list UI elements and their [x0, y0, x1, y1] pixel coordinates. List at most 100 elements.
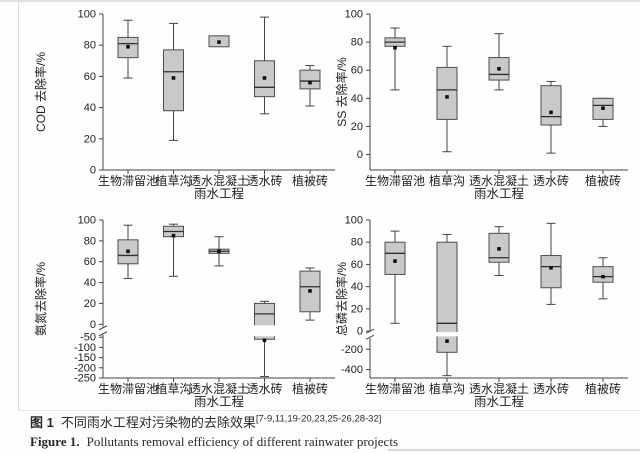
- mean-marker: [308, 80, 312, 85]
- x-tick-label: 透水砖: [246, 381, 282, 396]
- y-tick-label: 0: [90, 165, 96, 177]
- chart-nh3: 0 20 40 60 80 100 -50-100-150-200-250 氨氮去除率/% 雨水…: [33, 215, 335, 409]
- y-tick-label: 100: [78, 215, 96, 227]
- mean-marker: [497, 67, 501, 71]
- box-plot: [540, 222, 562, 305]
- x-tick-label: 生物滞留池: [365, 382, 425, 396]
- x-tick-label: 植被砖: [292, 381, 328, 396]
- box-rect: [384, 241, 406, 275]
- y-tick-label: 40: [84, 277, 96, 289]
- mean-marker: [549, 265, 553, 270]
- y-tick-label: 60: [84, 71, 96, 83]
- y-tick-label: 60: [351, 65, 363, 77]
- x-tick-label: 植草沟: [429, 381, 465, 396]
- box-rect: [540, 255, 562, 289]
- mean-marker: [217, 249, 221, 254]
- y-tick-label: -250: [74, 373, 96, 385]
- caption-zh-text: 不同雨水工程对污染物的去除效果: [60, 415, 256, 430]
- y-tick-label: 40: [84, 102, 96, 114]
- box-plot: [436, 45, 458, 153]
- y-tick-label: 20: [351, 303, 363, 315]
- mean-marker: [601, 274, 605, 279]
- figure-caption-en: Figure 1. Pollutants removal efficiency o…: [30, 434, 398, 450]
- y-tick-label: -50: [80, 332, 96, 344]
- x-tick-label: 透水混凝土: [189, 381, 249, 396]
- box-plot: [488, 226, 510, 277]
- mean-marker: [126, 249, 130, 254]
- chart-cod: 0 20 40 60 80 100 COD 去除率/% 雨水工程 生物滞留池植草沟透水混凝土透水…: [33, 9, 335, 201]
- y-tick-label: 60: [84, 256, 96, 268]
- x-axis-label: 雨水工程: [194, 186, 245, 201]
- y-tick-label: 80: [84, 235, 96, 247]
- box-plot: [435, 233, 459, 377]
- y-tick-label: -100: [74, 342, 96, 354]
- box-plot: [253, 300, 276, 378]
- box-plot: [208, 236, 230, 267]
- x-tick-label: 植草沟: [155, 173, 191, 188]
- x-tick-label: 生物滞留池: [98, 382, 158, 396]
- mean-marker: [393, 45, 397, 50]
- y-tick-label: 100: [345, 215, 363, 227]
- box-plot: [299, 64, 321, 107]
- chart-tp: 020406080100-200-400总磷去除率/%雨水工程生物滞留池 植草沟透…: [334, 215, 628, 409]
- y-tick-label: 80: [84, 40, 96, 52]
- x-tick-label: 透水砖: [533, 381, 569, 396]
- figure-caption-zh: 图 1 不同雨水工程对污染物的去除效果[7-9,11,19-20,23,25-26…: [30, 412, 381, 431]
- x-axis-label: 雨水工程: [474, 394, 525, 409]
- x-axis-label: 雨水工程: [474, 186, 525, 201]
- y-tick-label: 20: [84, 133, 96, 145]
- y-tick-label: -200: [341, 344, 363, 356]
- y-tick-label: 20: [84, 298, 96, 310]
- y-axis-label: COD 去除率/%: [33, 52, 48, 132]
- box-plot: [163, 223, 184, 277]
- y-tick-label: 0: [357, 326, 363, 338]
- box-rect: [436, 241, 458, 353]
- mean-marker: [497, 247, 501, 251]
- mean-marker: [217, 40, 221, 44]
- mean-marker: [393, 259, 397, 263]
- box-plot: [384, 230, 406, 324]
- box-plot: [163, 22, 184, 141]
- box-rect: [592, 266, 614, 283]
- caption-zh-references: [7-9,11,19-20,23,25-26,28-32]: [255, 413, 382, 425]
- y-axis-label: 氨氮去除率/%: [33, 262, 48, 336]
- box-rect: [299, 69, 321, 90]
- scan-edge-bottom-right: [388, 449, 640, 451]
- box-plot: [384, 27, 406, 91]
- y-tick-label: 40: [351, 281, 363, 293]
- box-plot: [117, 224, 139, 279]
- y-axis-label: SS 去除率/%: [334, 57, 349, 127]
- x-tick-label: 植被砖: [292, 173, 328, 188]
- caption-en-number: Figure 1.: [30, 434, 80, 449]
- y-tick-label: 20: [351, 121, 363, 133]
- x-tick-label: 透水混凝土: [469, 381, 529, 396]
- y-tick-label: -400: [341, 364, 363, 376]
- box-break-gap: [435, 332, 459, 337]
- x-axis-label: 雨水工程: [194, 394, 245, 409]
- y-tick-label: 80: [351, 37, 363, 49]
- x-tick-label: 植被砖: [585, 381, 621, 396]
- x-tick-label: 生物滞留池: [365, 174, 425, 188]
- box-plot: [592, 97, 614, 127]
- axis-break-mark: [365, 334, 375, 340]
- box-plot: [208, 35, 230, 48]
- y-axis-label: 总磷去除率/%: [334, 262, 349, 336]
- box-rect: [163, 49, 184, 112]
- box-plot: [540, 80, 562, 154]
- mean-marker: [601, 106, 605, 110]
- box-plot: [488, 33, 510, 91]
- x-tick-label: 植草沟: [155, 381, 191, 396]
- box-plot: [117, 19, 139, 79]
- box-plot: [592, 257, 614, 300]
- mean-marker: [171, 76, 176, 80]
- y-tick-label: -150: [74, 352, 96, 364]
- chart-ss: 0 20 40 60 80 100 SS 去除率/% 雨水工程 生物滞留池 植草沟 透水混凝土 透水砖…: [334, 9, 628, 201]
- y-tick-label: 0: [90, 319, 96, 331]
- caption-en-text: Pollutants removal efficiency of differe…: [86, 434, 398, 449]
- y-tick-label: -200: [74, 362, 96, 374]
- x-tick-label: 透水混凝土: [469, 173, 529, 188]
- x-tick-label: 植草沟: [429, 173, 465, 188]
- mean-marker: [171, 233, 176, 238]
